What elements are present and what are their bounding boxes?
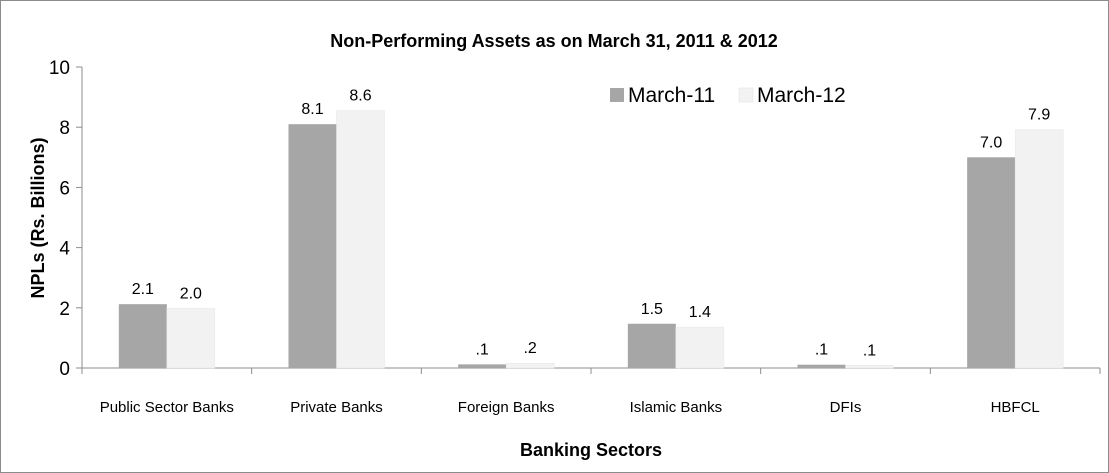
legend: March-11 March-12: [610, 84, 846, 107]
x-tick-label: HBFCL: [991, 399, 1040, 416]
y-tick-label: 4: [59, 239, 70, 260]
data-label: .1: [863, 342, 876, 359]
y-tick-label: 8: [59, 118, 70, 139]
bar-march-11: [288, 124, 337, 368]
x-tick-label: DFIs: [830, 399, 862, 416]
data-label: 2.0: [180, 285, 202, 302]
y-tick-label: 0: [59, 359, 70, 380]
data-label: 1.4: [689, 304, 711, 321]
y-tick-label: 10: [49, 58, 70, 79]
legend-swatch: [738, 87, 754, 103]
bar-march-11: [967, 157, 1016, 368]
data-label: 2.1: [132, 281, 154, 298]
bar-march-12: [505, 362, 555, 369]
plot-area: 0 2 4 6 8 10 Public Sector Banks Private Banks F…: [49, 58, 1101, 416]
bar-march-11: [797, 364, 846, 368]
data-label: 8.6: [349, 88, 371, 105]
data-label: 1.5: [641, 301, 663, 318]
chart-title: Non-Performing Assets as on March 31, 20…: [330, 31, 778, 51]
bar-march-12: [675, 326, 725, 369]
bar-march-12: [166, 308, 216, 369]
data-label: .2: [523, 340, 536, 357]
x-tick-label: Foreign Banks: [458, 399, 555, 416]
x-axis-title: Banking Sectors: [520, 440, 662, 460]
bar-march-12: [845, 365, 894, 369]
legend-label: March-11: [628, 84, 715, 107]
data-label: 8.1: [301, 101, 323, 118]
data-label: 7.0: [980, 134, 1002, 151]
data-label: 7.9: [1028, 107, 1050, 124]
bar-march-11: [627, 323, 676, 368]
x-tick-label: Islamic Banks: [630, 399, 723, 416]
legend-swatch: [610, 88, 624, 102]
y-tick-label: 2: [59, 299, 70, 320]
data-label: .1: [475, 341, 488, 358]
bar-march-12: [336, 110, 385, 369]
x-tick-label: Private Banks: [290, 399, 383, 416]
bar-march-11: [458, 364, 507, 368]
x-tick-label: Public Sector Banks: [100, 399, 234, 416]
y-tick-label: 6: [59, 178, 70, 199]
bar-march-11: [118, 304, 167, 368]
bar-march-12: [1014, 129, 1064, 369]
data-label: .1: [815, 342, 828, 359]
legend-label: March-12: [757, 84, 846, 107]
y-axis-title: NPLs (Rs. Billions): [28, 137, 48, 298]
